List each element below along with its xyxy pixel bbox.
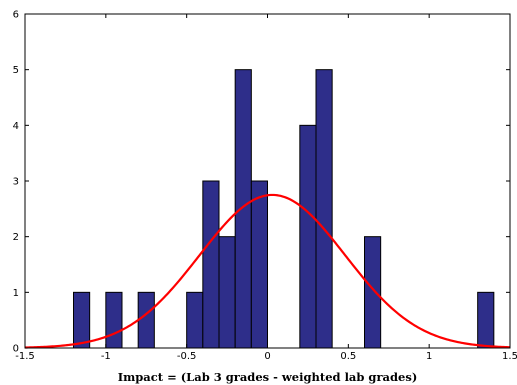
histogram-bar-10 <box>364 236 382 349</box>
histogram-bar-9 <box>315 69 333 349</box>
x-tick-label-0: -1.5 <box>15 351 35 362</box>
histogram-bar-3 <box>186 291 204 349</box>
x-tick-label-2: -0.5 <box>177 351 197 362</box>
y-tick-label-3: 3 <box>13 177 19 188</box>
y-tick-label-6: 6 <box>13 10 19 21</box>
histogram-bar-11 <box>477 291 495 349</box>
y-tick-label-2: 2 <box>13 232 19 243</box>
y-tick-label-1: 1 <box>13 288 19 299</box>
y-tick-label-4: 4 <box>13 121 19 132</box>
histogram-bar-0 <box>73 291 91 349</box>
histogram-bar-8 <box>299 124 317 349</box>
histogram-bar-6 <box>234 69 252 349</box>
y-tick-label-0: 0 <box>13 344 19 355</box>
histogram-bar-4 <box>202 180 220 349</box>
histogram-bar-5 <box>218 236 236 349</box>
x-tick-label-1: -1 <box>101 351 111 362</box>
histogram-bar-2 <box>137 291 155 349</box>
x-tick-labels: -1.5 -1 -0.5 0 0.5 1 1.5 <box>15 351 517 362</box>
y-tick-label-5: 5 <box>13 65 19 76</box>
axis-ticks <box>24 13 511 349</box>
x-tick-label-6: 1.5 <box>502 351 517 362</box>
x-tick-label-3: 0 <box>264 351 270 362</box>
x-axis-label: Impact = (Lab 3 grades - weighted lab gr… <box>118 370 418 384</box>
bars-group <box>73 69 495 349</box>
x-tick-label-4: 0.5 <box>340 351 356 362</box>
normal-fit-curve <box>24 193 511 349</box>
x-tick-label-5: 1 <box>426 351 432 362</box>
histogram-bar-1 <box>105 291 123 349</box>
histogram-bar-7 <box>250 180 268 349</box>
y-tick-labels: 0 1 2 3 4 5 6 <box>13 10 19 355</box>
